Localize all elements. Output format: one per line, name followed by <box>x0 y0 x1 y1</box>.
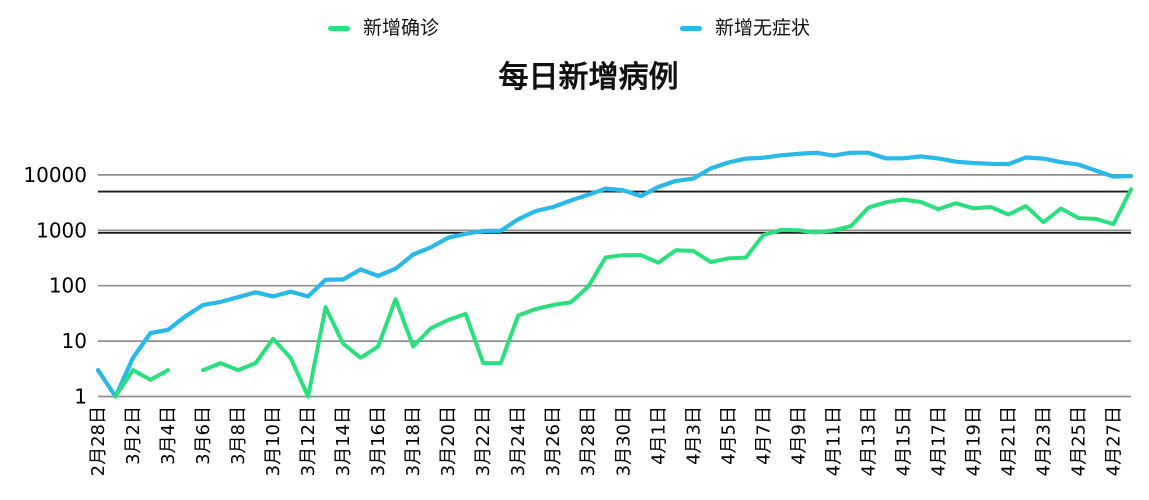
confirmed-line[interactable] <box>113 187 1133 399</box>
x-tick-label: 4月3日 <box>683 406 704 465</box>
x-tick-label: 4月27日 <box>1103 406 1124 476</box>
legend-item-confirmed[interactable]: 新增确诊 <box>328 19 439 38</box>
x-tick-label: 4月11日 <box>823 406 844 476</box>
x-tick-label: 4月17日 <box>928 406 949 476</box>
y-tick-label: 100 <box>49 274 87 298</box>
x-tick-label: 3月10日 <box>263 406 284 476</box>
x-tick-label: 3月18日 <box>403 406 424 476</box>
x-tick-label: 3月22日 <box>473 406 494 476</box>
x-tick-label: 3月28日 <box>578 406 599 476</box>
y-tick-label: 10000 <box>23 163 87 187</box>
confirmed-line-swatch <box>328 25 350 32</box>
asymptomatic-line[interactable] <box>95 150 1134 399</box>
x-tick-label: 4月1日 <box>648 406 669 465</box>
chart-title: 每日新增病例 <box>498 60 679 95</box>
x-tick-label: 4月9日 <box>788 406 809 465</box>
y-tick-label: 1000 <box>36 218 87 242</box>
y-tick-label: 1 <box>74 385 87 409</box>
legend-item-asymptomatic[interactable]: 新增无症状 <box>680 19 810 38</box>
y-tick-label: 10 <box>62 329 87 353</box>
x-tick-label: 3月2日 <box>123 406 144 465</box>
x-tick-label: 3月16日 <box>368 406 389 476</box>
x-tick-label: 4月13日 <box>858 406 879 476</box>
x-tick-label: 3月20日 <box>438 406 459 476</box>
x-tick-label: 4月7日 <box>753 406 774 465</box>
x-tick-label: 4月5日 <box>718 406 739 465</box>
x-tick-label: 3月24日 <box>508 406 529 476</box>
x-tick-label: 2月28日 <box>88 406 109 476</box>
x-tick-label: 3月30日 <box>613 406 634 476</box>
x-tick-label: 3月6日 <box>193 406 214 465</box>
x-tick-label: 3月26日 <box>543 406 564 476</box>
asymptomatic-line-swatch <box>680 25 702 32</box>
x-tick-label: 4月19日 <box>963 406 984 476</box>
x-tick-label: 4月15日 <box>893 406 914 476</box>
x-tick-label: 4月23日 <box>1033 406 1054 476</box>
x-tick-label: 3月12日 <box>298 406 319 476</box>
x-tick-label: 3月8日 <box>228 406 249 465</box>
x-tick-label: 4月25日 <box>1068 406 1089 476</box>
legend-label-asymptomatic: 新增无症状 <box>715 17 811 39</box>
legend-label-confirmed: 新增确诊 <box>363 17 440 39</box>
x-tick-label: 3月4日 <box>158 406 179 465</box>
x-tick-label: 3月14日 <box>333 406 354 476</box>
x-tick-label: 4月21日 <box>998 406 1019 476</box>
